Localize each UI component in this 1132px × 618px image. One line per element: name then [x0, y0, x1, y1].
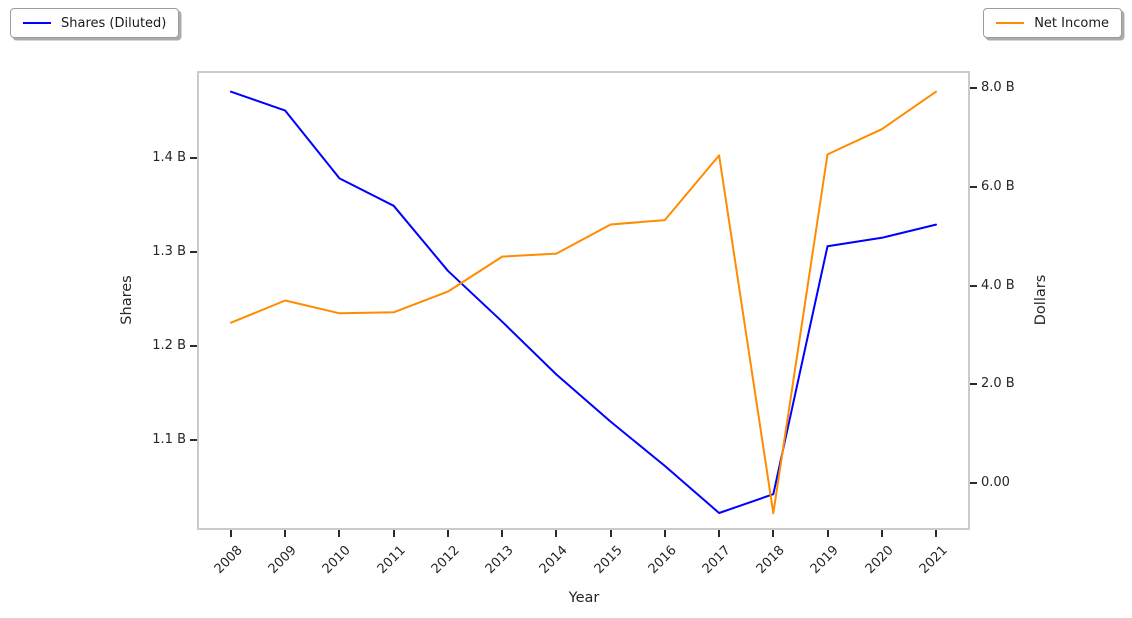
right-axis-tick-label: 6.0 B: [981, 178, 1015, 194]
x-axis-title: Year: [568, 590, 600, 606]
left-axis-tick-label: 1.3 B: [152, 243, 186, 259]
x-axis-tick: [392, 530, 395, 537]
legend-shares-diluted-label: Shares (Diluted): [61, 15, 167, 31]
x-axis-tick-label: 2009: [265, 543, 300, 578]
left-axis-tick-label: 1.2 B: [152, 338, 186, 354]
right-axis-tick-label: 8.0 B: [981, 80, 1015, 96]
net-income-line-swatch: [996, 22, 1025, 24]
left-axis-tick: [190, 439, 197, 442]
x-axis-tick-label: 2011: [374, 543, 409, 578]
x-axis-tick: [501, 530, 504, 537]
chart-lines: [230, 90, 937, 515]
legend-net-income-label: Net Income: [1034, 15, 1109, 31]
right-axis-tick-label: 4.0 B: [981, 277, 1015, 293]
right-axis-tick: [970, 482, 977, 485]
plot-area: [197, 71, 970, 530]
right-axis-tick: [970, 383, 977, 386]
left-axis-title: Shares: [119, 275, 135, 325]
x-axis-tick: [230, 530, 232, 537]
x-axis-tick-label: 2013: [482, 543, 517, 578]
shares-diluted-line-swatch: [23, 22, 51, 24]
left-axis-tick-label: 1.1 B: [152, 432, 186, 448]
x-axis-tick-label: 2021: [916, 543, 951, 578]
legend-net-income: Net Income: [983, 8, 1122, 38]
x-axis-tick: [880, 530, 883, 537]
series-line-shares-diluted-: [230, 90, 937, 514]
x-axis-tick-label: 2017: [699, 543, 734, 578]
x-axis-tick: [718, 530, 721, 537]
x-axis-tick-label: 2012: [428, 543, 463, 578]
left-axis-tick: [190, 345, 197, 348]
x-axis-tick: [446, 530, 449, 537]
right-axis-tick: [970, 185, 977, 188]
left-axis-tick: [190, 250, 197, 253]
x-axis-tick-label: 2019: [808, 543, 843, 578]
x-axis-tick: [609, 530, 612, 537]
right-axis-tick-label: 2.0 B: [981, 376, 1015, 392]
left-axis-tick-label: 1.4 B: [152, 149, 186, 165]
x-axis-tick-label: 2020: [862, 543, 897, 578]
x-axis-tick: [555, 530, 558, 537]
x-axis-tick-label: 2016: [645, 543, 680, 578]
x-axis-tick: [826, 530, 829, 537]
x-axis-tick: [935, 530, 937, 537]
x-axis-tick: [284, 530, 287, 537]
right-axis-title: Dollars: [1033, 274, 1049, 326]
x-axis-tick: [338, 530, 341, 537]
x-axis-tick-label: 2008: [211, 543, 246, 578]
right-axis-tick: [970, 284, 977, 287]
x-axis-tick-label: 2014: [536, 543, 571, 578]
x-axis-tick: [663, 530, 666, 537]
right-axis-tick-label: 0.00: [981, 475, 1010, 491]
series-line-net-income: [230, 90, 937, 515]
x-axis-tick-label: 2018: [753, 543, 788, 578]
x-axis-tick-label: 2015: [591, 543, 626, 578]
legend-shares-diluted: Shares (Diluted): [10, 8, 180, 38]
left-axis-tick: [190, 156, 197, 159]
right-axis-tick: [970, 87, 977, 90]
x-axis-tick-label: 2010: [320, 543, 355, 578]
x-axis-tick: [772, 530, 775, 537]
